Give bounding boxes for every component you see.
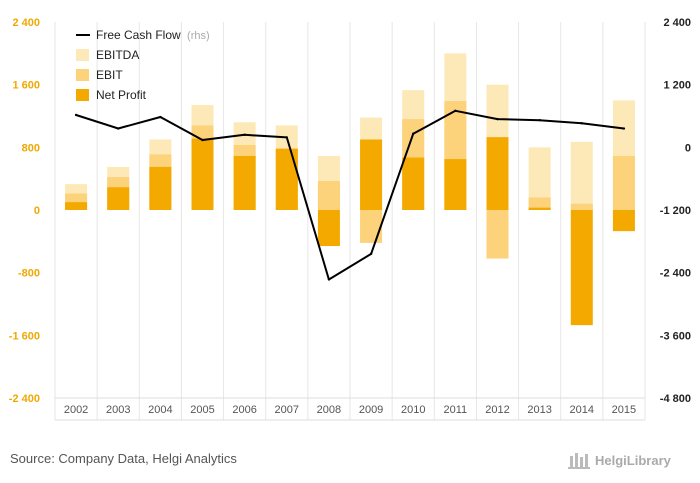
- x-tick-label: 2014: [570, 404, 594, 416]
- point-free-cash-flow-2015: [622, 127, 626, 130]
- y-left-tick-label: 1 600: [12, 80, 40, 92]
- line-free-cash-flow: [75, 109, 625, 281]
- x-tick-label: 2008: [317, 404, 341, 416]
- legend-fcf-note: (rhs): [187, 30, 210, 42]
- brand-name: HelgiLibrary: [595, 453, 672, 468]
- bar-ebit-2013: [528, 197, 551, 210]
- bar-net-profit-2011: [444, 159, 467, 210]
- bar-net-profit-2009: [360, 139, 383, 210]
- point-free-cash-flow-2006: [243, 133, 246, 136]
- y-right-tick-label: -1 200: [660, 205, 691, 217]
- x-tick-label: 2007: [275, 404, 299, 416]
- bar-net-profit-2003: [107, 187, 130, 210]
- point-free-cash-flow-2004: [159, 115, 162, 119]
- bar-ebit-2012: [486, 210, 509, 259]
- y-right-tick-label: 1 200: [663, 80, 691, 92]
- y-left-tick-label: 800: [22, 142, 40, 154]
- bar-ebit-2009: [360, 210, 383, 243]
- point-free-cash-flow-2008: [327, 278, 331, 281]
- point-free-cash-flow-2011: [454, 109, 457, 112]
- point-free-cash-flow-2013: [538, 118, 541, 122]
- point-free-cash-flow-2010: [412, 132, 415, 135]
- x-tick-label: 2004: [148, 404, 172, 416]
- legend-item-ebit: EBIT: [76, 68, 123, 82]
- legend-item-fcf: Free Cash Flow (rhs): [76, 28, 210, 42]
- bar-net-profit-2014: [570, 210, 593, 326]
- bar-net-profit-2008: [317, 210, 340, 247]
- bar-net-profit-2015: [612, 210, 635, 232]
- point-free-cash-flow-2005: [201, 138, 204, 142]
- y-right-tick-label: -2 400: [660, 268, 691, 280]
- bar-net-profit-2007: [275, 148, 298, 210]
- point-free-cash-flow-2012: [496, 117, 499, 121]
- legend-label-net-profit: Net Profit: [96, 88, 147, 102]
- legend-label-ebitda: EBITDA: [96, 48, 139, 62]
- bar-ebitda-2014: [570, 141, 593, 210]
- y-left-tick-label: -800: [18, 268, 40, 280]
- x-tick-label: 2002: [64, 404, 88, 416]
- point-free-cash-flow-2007: [285, 136, 288, 139]
- y-right-tick-label: 2 400: [663, 17, 691, 29]
- bar-ebitda-2013: [528, 147, 551, 210]
- x-tick-label: 2003: [106, 404, 130, 416]
- legend-item-ebitda: EBITDA: [76, 48, 139, 62]
- bar-net-profit-2005: [191, 138, 214, 210]
- axes: -2 400 -1 600 -800 0 800 1 600 2 400 -4 800 -3 6…: [9, 17, 691, 416]
- x-tick-label: 2015: [612, 404, 636, 416]
- point-free-cash-flow-2003: [117, 127, 120, 130]
- bar-net-profit-2004: [149, 166, 172, 210]
- brand-logo: HelgiLibrary: [568, 453, 672, 469]
- bar-net-profit-2002: [65, 202, 88, 210]
- grid: [54, 22, 646, 421]
- bar-ebit-2015: [612, 155, 635, 210]
- bar-net-profit-2012: [486, 137, 509, 210]
- point-free-cash-flow-2014: [580, 122, 583, 125]
- legend-item-net-profit: Net Profit: [76, 88, 147, 102]
- library-icon: [568, 453, 590, 469]
- line-series: [74, 109, 626, 281]
- x-tick-label: 2012: [485, 404, 509, 416]
- y-right-tick-label: -3 600: [660, 330, 691, 342]
- bar-net-profit-2013: [528, 207, 551, 210]
- legend-label-ebit: EBIT: [96, 68, 123, 82]
- source-note: Source: Company Data, Helgi Analytics: [10, 451, 237, 466]
- y-right-tick-label: -4 800: [660, 393, 691, 405]
- bar-net-profit-2010: [402, 157, 425, 210]
- x-tick-label: 2013: [527, 404, 551, 416]
- bar-ebit-2014: [570, 203, 593, 210]
- bar-ebit-2008: [317, 181, 340, 210]
- legend: Free Cash Flow (rhs) EBITDA EBIT Net Pro…: [76, 28, 210, 102]
- x-tick-label: 2005: [190, 404, 214, 416]
- y-left-tick-label: 0: [34, 205, 40, 217]
- y-left-tick-label: 2 400: [12, 17, 40, 29]
- bars: [65, 53, 635, 326]
- y-left-tick-label: -1 600: [9, 330, 40, 342]
- y-right-tick-label: 0: [685, 142, 691, 154]
- legend-label-fcf: Free Cash Flow (rhs): [96, 28, 210, 42]
- point-free-cash-flow-2009: [369, 252, 373, 256]
- y-left-tick-label: -2 400: [9, 393, 40, 405]
- x-tick-label: 2006: [232, 404, 256, 416]
- legend-fcf-name: Free Cash Flow: [96, 28, 181, 42]
- x-tick-label: 2009: [359, 404, 383, 416]
- x-tick-label: 2011: [444, 404, 468, 416]
- x-tick-label: 2010: [401, 404, 425, 416]
- point-free-cash-flow-2002: [74, 113, 78, 117]
- bar-net-profit-2006: [233, 155, 256, 210]
